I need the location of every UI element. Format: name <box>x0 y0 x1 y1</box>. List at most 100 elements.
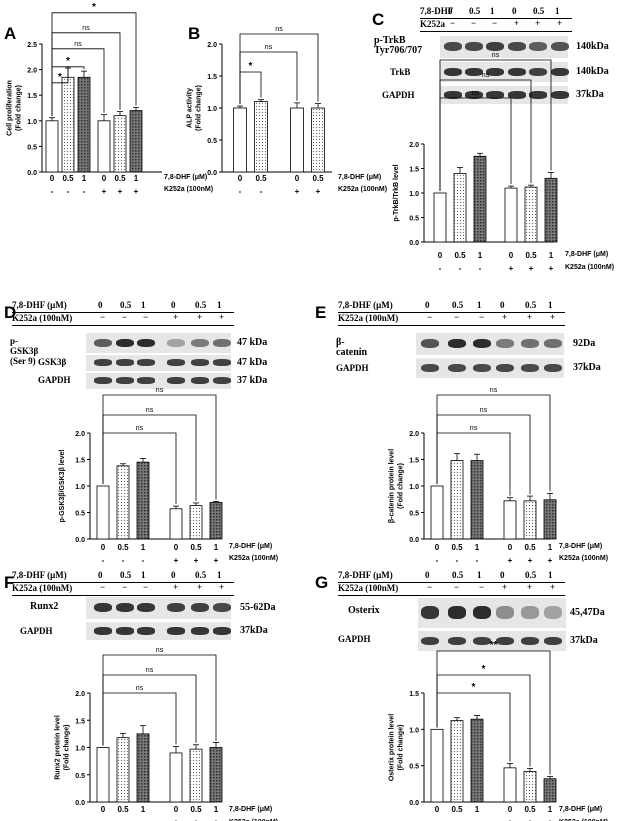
protein-band <box>191 359 209 367</box>
lane-k252a-label: − <box>492 18 498 28</box>
lane-dhf-label: 1 <box>477 300 482 310</box>
y-tick-label: 1.0 <box>75 746 85 753</box>
protein-band <box>137 377 155 385</box>
lane-dhf-label: 1 <box>141 300 146 310</box>
protein-band <box>544 606 562 619</box>
significance-label: * <box>472 682 476 693</box>
lane-k252a-label: − <box>122 312 128 322</box>
x-tick-k252a: + <box>174 556 179 565</box>
significance-label: * <box>66 56 70 67</box>
x-tick-k252a: - <box>239 187 242 196</box>
x-tick-k252a: + <box>548 556 553 565</box>
lane-k252a-label: − <box>427 582 433 592</box>
significance-label: ns <box>136 425 144 432</box>
lane-k252a-label: + <box>557 18 563 28</box>
lane-dhf-label: 1 <box>217 570 222 580</box>
protein-band <box>213 338 231 347</box>
y-tick-label: 2.0 <box>207 42 217 49</box>
lane-k252a-label: − <box>471 18 477 28</box>
k252a-legend: K252a (100nM) <box>559 819 608 821</box>
blot-row-kda: 140kDa <box>576 41 609 52</box>
y-tick-label: 0.5 <box>409 216 419 223</box>
x-tick-dhf: 0.5 <box>524 543 536 552</box>
lane-k252a-label: − <box>100 312 106 322</box>
significance-label: ns <box>482 72 490 79</box>
y-tick-label: 2.0 <box>75 431 85 438</box>
protein-band <box>94 627 112 635</box>
x-tick-k252a: - <box>122 818 125 821</box>
x-tick-k252a: - <box>439 264 442 273</box>
bar <box>430 728 444 803</box>
blot-row-name: GAPDH <box>382 90 415 100</box>
protein-band <box>421 636 439 645</box>
x-tick-dhf: 0.5 <box>451 543 463 552</box>
x-tick-dhf: 0.5 <box>451 805 463 814</box>
lane-k252a-label: + <box>550 312 556 322</box>
lane-k252a-label: + <box>502 582 508 592</box>
x-tick-dhf: 1 <box>214 805 219 814</box>
bar <box>503 767 517 803</box>
protein-band <box>94 359 112 367</box>
bar <box>470 718 484 803</box>
lane-dhf-label: 0 <box>425 570 430 580</box>
significance-bracket <box>102 654 217 746</box>
protein-band <box>116 338 134 347</box>
blot-header-k252a: K252a (100nM) <box>12 313 73 323</box>
blot-row-name: Runx2 <box>30 601 59 612</box>
bar <box>470 460 484 540</box>
bar <box>97 120 111 173</box>
lane-k252a-label: + <box>535 18 541 28</box>
x-tick-dhf: 0.5 <box>190 805 202 814</box>
bar <box>290 107 304 173</box>
protein-band <box>521 636 539 645</box>
x-tick-dhf: 1 <box>478 251 483 260</box>
bar <box>129 110 143 173</box>
chart-panel-b: 0.0 0.5 1.0 1.5 2.0 ALP activity (Fold change)… <box>187 26 388 196</box>
significance-label: ns <box>490 387 498 394</box>
blot-row-kda: 92Da <box>573 338 596 349</box>
lane-dhf-label: 0 <box>448 6 453 16</box>
lane-k252a-label: − <box>454 582 460 592</box>
significance-bracket <box>102 394 217 500</box>
blot-row-name: β-catenin <box>336 337 368 358</box>
bar <box>453 172 467 243</box>
lane-k252a-label: + <box>527 312 533 322</box>
y-tick-label: 0.5 <box>75 773 85 780</box>
panel-label-g: G <box>315 573 329 592</box>
blot-strip <box>86 622 231 640</box>
bar <box>189 748 203 803</box>
y-tick-label: 1.0 <box>207 106 217 113</box>
x-tick-dhf: 0 <box>508 543 513 552</box>
lane-dhf-label: 0 <box>512 6 517 16</box>
y-tick-label: 1.0 <box>75 484 85 491</box>
protein-band <box>167 338 185 347</box>
lane-dhf-label: 0.5 <box>533 6 545 16</box>
bar <box>311 107 325 173</box>
lane-dhf-label: 1 <box>141 570 146 580</box>
bar <box>473 155 487 243</box>
x-tick-dhf: 0 <box>174 805 179 814</box>
y-axis-label: (Fold change) <box>16 85 23 131</box>
y-axis-label: ALP activity <box>187 88 194 128</box>
bar <box>543 499 557 540</box>
x-tick-dhf: 0 <box>102 174 107 183</box>
lane-dhf-label: 1 <box>217 300 222 310</box>
x-tick-k252a: + <box>214 556 219 565</box>
lane-dhf-label: 1 <box>490 6 495 16</box>
protein-band <box>473 363 491 372</box>
lane-dhf-label: 0 <box>500 570 505 580</box>
x-tick-dhf: 0 <box>509 251 514 260</box>
protein-band <box>116 377 134 385</box>
lane-dhf-label: 1 <box>548 570 553 580</box>
x-tick-dhf: 1 <box>549 251 554 260</box>
protein-band <box>448 363 466 372</box>
blot-header-line <box>338 325 565 326</box>
blot-row-kda: 140kDa <box>576 66 609 77</box>
protein-band <box>421 606 439 619</box>
significance-label: ns <box>156 387 164 394</box>
blot-row-name: GAPDH <box>38 375 71 385</box>
significance-bracket <box>239 33 319 105</box>
x-tick-dhf: 0.5 <box>525 251 537 260</box>
bar <box>254 101 268 173</box>
